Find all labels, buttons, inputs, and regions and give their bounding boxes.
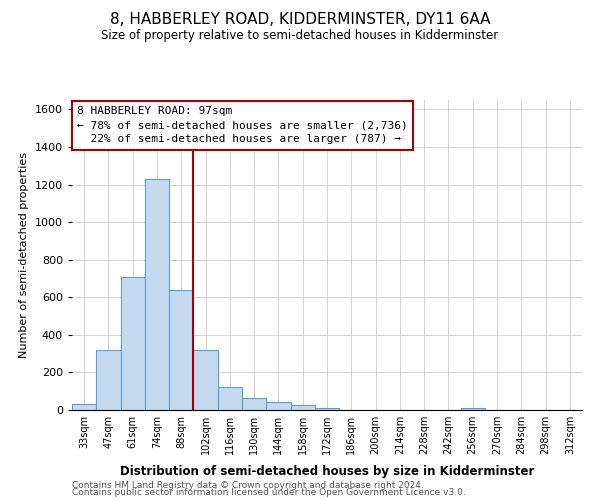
Bar xyxy=(266,402,290,410)
Bar xyxy=(121,276,145,410)
Bar xyxy=(290,406,315,410)
Bar xyxy=(145,179,169,410)
Text: Size of property relative to semi-detached houses in Kidderminster: Size of property relative to semi-detach… xyxy=(101,30,499,43)
Text: 8, HABBERLEY ROAD, KIDDERMINSTER, DY11 6AA: 8, HABBERLEY ROAD, KIDDERMINSTER, DY11 6… xyxy=(110,12,490,28)
Bar xyxy=(242,398,266,410)
Text: Contains public sector information licensed under the Open Government Licence v3: Contains public sector information licen… xyxy=(72,488,466,497)
X-axis label: Distribution of semi-detached houses by size in Kidderminster: Distribution of semi-detached houses by … xyxy=(120,466,534,478)
Bar xyxy=(169,290,193,410)
Bar xyxy=(193,350,218,410)
Bar xyxy=(461,408,485,410)
Bar xyxy=(218,386,242,410)
Bar xyxy=(315,408,339,410)
Bar xyxy=(72,404,96,410)
Text: 8 HABBERLEY ROAD: 97sqm
← 78% of semi-detached houses are smaller (2,736)
  22% : 8 HABBERLEY ROAD: 97sqm ← 78% of semi-de… xyxy=(77,106,408,144)
Text: Contains HM Land Registry data © Crown copyright and database right 2024.: Contains HM Land Registry data © Crown c… xyxy=(72,480,424,490)
Bar xyxy=(96,350,121,410)
Y-axis label: Number of semi-detached properties: Number of semi-detached properties xyxy=(19,152,29,358)
